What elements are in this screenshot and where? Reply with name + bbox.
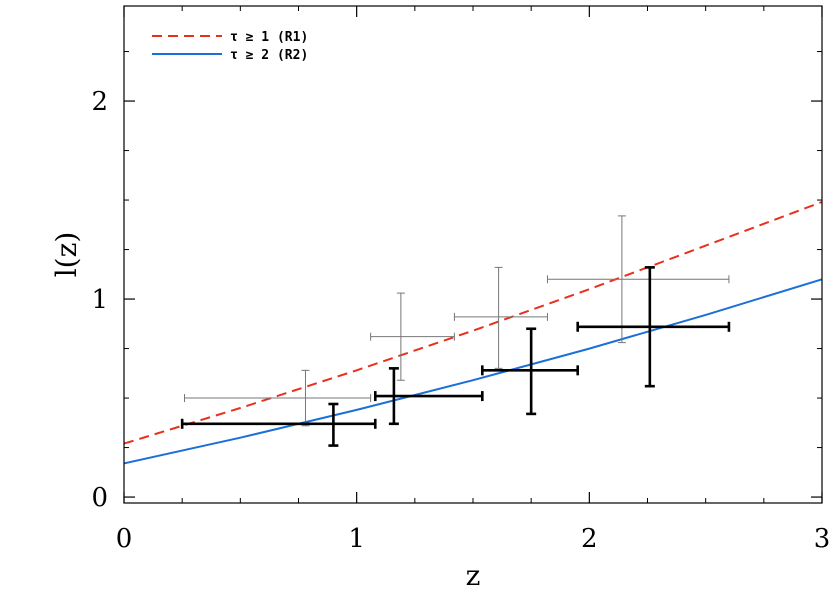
y-tick-label: 0 [91,483,108,513]
legend-label-r2: τ ≥ 2 (R2) [230,48,308,63]
x-axis-title: z [466,559,481,592]
thick-error-point [373,367,484,426]
thin-error-point [370,292,455,381]
thick-error-point [576,266,731,388]
curve-r1 [123,201,823,445]
curve-r2 [123,278,823,465]
thin-error-point [183,369,372,427]
y-tick-label: 1 [91,285,108,315]
x-tick-label: 3 [814,524,830,554]
thin-error-point [453,266,548,369]
thin-error-point [546,215,730,344]
thick-error-point [180,402,377,447]
plot-frame [123,5,823,504]
thick-error-point [481,327,580,416]
legend-label-r1: τ ≥ 1 (R1) [230,30,308,45]
legend: τ ≥ 1 (R1) τ ≥ 2 (R2) [152,30,308,63]
major-ticks [123,6,823,503]
x-tick-label: 0 [116,524,133,554]
model-curves [123,201,823,465]
error-bar-points [180,215,731,447]
x-tick-label: 1 [348,524,365,554]
minor-ticks [124,6,822,503]
y-tick-label: 2 [91,87,108,117]
x-tick-label: 2 [581,524,598,554]
y-axis-title: l(z) [50,232,83,278]
tick-labels: 0 1 2 3 0 1 2 [91,87,830,554]
